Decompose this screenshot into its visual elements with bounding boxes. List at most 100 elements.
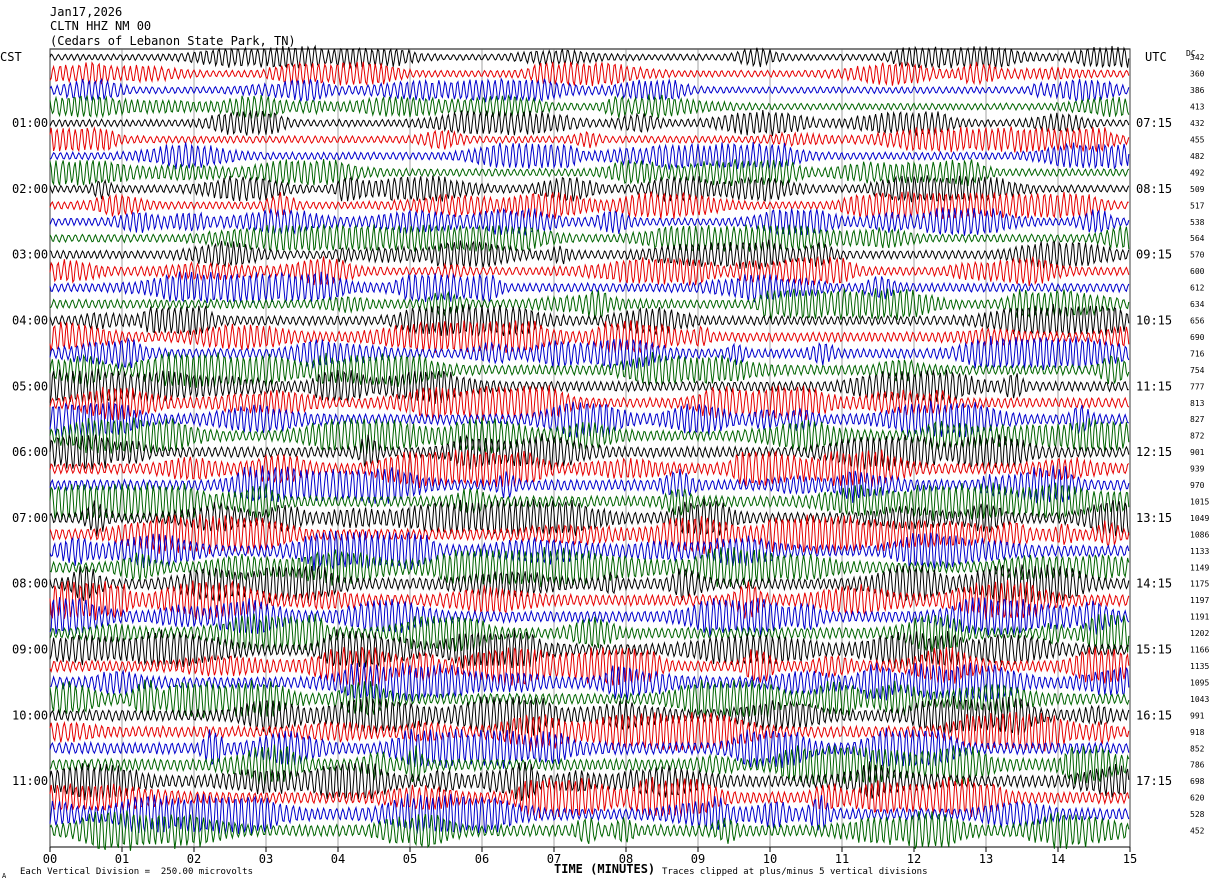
x-tick-label: 12 <box>907 852 921 866</box>
x-tick-label: 04 <box>331 852 345 866</box>
seismic-trace <box>49 255 1130 287</box>
dc-offset-label: 528 <box>1190 810 1205 819</box>
x-axis-title: TIME (MINUTES) <box>554 862 656 876</box>
seismic-trace <box>49 646 1130 686</box>
hour-label-utc: 07:15 <box>1136 116 1172 130</box>
hour-label-cst: 04:00 <box>12 313 48 327</box>
dc-offset-label: 1175 <box>1190 580 1209 589</box>
hour-label-cst: 02:00 <box>12 182 48 196</box>
x-tick-label: 13 <box>979 852 993 866</box>
seismic-trace <box>49 207 1130 236</box>
dc-offset-label: 1133 <box>1190 547 1209 556</box>
dc-offset-label: 1015 <box>1190 497 1209 506</box>
x-tick-label: 07 <box>547 852 561 866</box>
hour-label-cst: 07:00 <box>12 511 48 525</box>
dc-offset-label: 813 <box>1190 399 1205 408</box>
dc-offset-label: 690 <box>1190 333 1205 342</box>
hour-label-utc: 09:15 <box>1136 248 1172 262</box>
seismic-trace <box>49 662 1130 702</box>
seismic-trace <box>49 679 1130 719</box>
dc-offset-label: 342 <box>1190 53 1205 62</box>
seismic-trace <box>49 613 1130 653</box>
dc-offset-label: 656 <box>1190 316 1205 325</box>
seismic-trace <box>49 629 1130 669</box>
x-tick-label: 11 <box>835 852 849 866</box>
seismic-trace <box>49 61 1130 87</box>
footer-division-note: Each Vertical Division = 250.00 microvol… <box>20 867 253 877</box>
seismic-trace <box>49 109 1130 137</box>
dc-offset-label: 634 <box>1190 300 1205 309</box>
seismic-trace <box>49 368 1129 404</box>
dc-offset-label: 1166 <box>1190 646 1209 655</box>
seismic-trace <box>49 142 1130 170</box>
dc-offset-label: 991 <box>1190 711 1205 720</box>
x-tick-label: 14 <box>1051 852 1065 866</box>
dc-offset-label: 360 <box>1190 70 1205 79</box>
dc-offset-label: 786 <box>1190 761 1205 770</box>
x-tick-label: 06 <box>475 852 489 866</box>
seismic-trace <box>49 547 1130 588</box>
dc-offset-label: 600 <box>1190 267 1205 276</box>
seismic-trace <box>49 564 1130 604</box>
x-tick-label: 15 <box>1123 852 1137 866</box>
dc-offset-label: 970 <box>1190 481 1205 490</box>
hour-label-cst: 03:00 <box>12 248 48 262</box>
dc-offset-label: 492 <box>1190 168 1205 177</box>
seismic-trace <box>49 77 1130 104</box>
dc-offset-label: 517 <box>1190 201 1205 210</box>
seismic-trace <box>49 417 1130 454</box>
seismic-trace <box>49 158 1130 187</box>
hour-label-cst: 05:00 <box>12 379 48 393</box>
y-labels-left: 01:00 02:00 03:00 04:00 05:00 06:00 07:00 08:00… <box>12 116 48 788</box>
seismic-trace <box>49 303 1130 338</box>
dc-offset-label: 432 <box>1190 119 1205 128</box>
seismic-trace <box>49 351 1130 388</box>
seismic-trace <box>49 433 1130 471</box>
seismic-trace <box>49 727 1130 769</box>
seismic-trace <box>49 499 1130 537</box>
hour-label-cst: 09:00 <box>12 643 48 657</box>
dc-offset-label: 452 <box>1190 827 1205 836</box>
seismic-trace <box>49 514 1130 555</box>
y-labels-right: 07:15 08:15 09:15 10:15 11:15 12:15 13:15 14:15… <box>1136 116 1172 788</box>
hour-label-cst: 11:00 <box>12 774 48 788</box>
dc-offset-label: 1197 <box>1190 596 1209 605</box>
dc-offset-label: 1202 <box>1190 629 1209 638</box>
x-tick-label: 03 <box>259 852 273 866</box>
header-station: CLTN HHZ NM 00 <box>50 19 152 33</box>
seismic-trace <box>49 597 1130 637</box>
dc-offset-label: 1191 <box>1190 613 1209 622</box>
seismic-trace <box>49 126 1130 153</box>
seismic-trace <box>49 465 1130 504</box>
dc-offset-label: 872 <box>1190 432 1205 441</box>
seismic-trace <box>49 810 1130 851</box>
seismic-trace <box>49 695 1130 736</box>
dc-offset-label: 413 <box>1190 103 1205 112</box>
dc-labels: 342 360 386 413 432 455 482 492 509 517 538 564 570 6… <box>1190 53 1209 835</box>
hour-label-utc: 12:15 <box>1136 445 1172 459</box>
header-location: (Cedars of Lebanon State Park, TN) <box>50 34 296 48</box>
x-tick-label: 00 <box>43 852 57 866</box>
seismic-trace <box>49 224 1130 253</box>
footer-clip-note: Traces clipped at plus/minus 5 vertical … <box>662 867 928 877</box>
hour-label-utc: 16:15 <box>1136 708 1172 722</box>
dc-offset-label: 1149 <box>1190 563 1209 572</box>
hour-label-cst: 10:00 <box>12 708 48 722</box>
x-tick-label: 09 <box>691 852 705 866</box>
seismic-trace <box>49 94 1130 119</box>
seismic-trace <box>49 793 1130 835</box>
hour-label-cst: 06:00 <box>12 445 48 459</box>
seismic-trace <box>49 288 1130 321</box>
seismic-trace <box>49 320 1130 354</box>
dc-offset-label: 538 <box>1190 218 1205 227</box>
seismic-trace <box>49 777 1130 819</box>
dc-offset-label: 918 <box>1190 728 1205 737</box>
dc-offset-label: 754 <box>1190 366 1205 375</box>
dc-offset-label: 482 <box>1190 152 1205 161</box>
left-zone-label: CST <box>0 50 22 64</box>
footer-mark: A <box>2 872 7 880</box>
seismic-trace <box>49 175 1130 203</box>
seismic-trace <box>49 744 1130 785</box>
dc-offset-label: 1049 <box>1190 514 1209 523</box>
